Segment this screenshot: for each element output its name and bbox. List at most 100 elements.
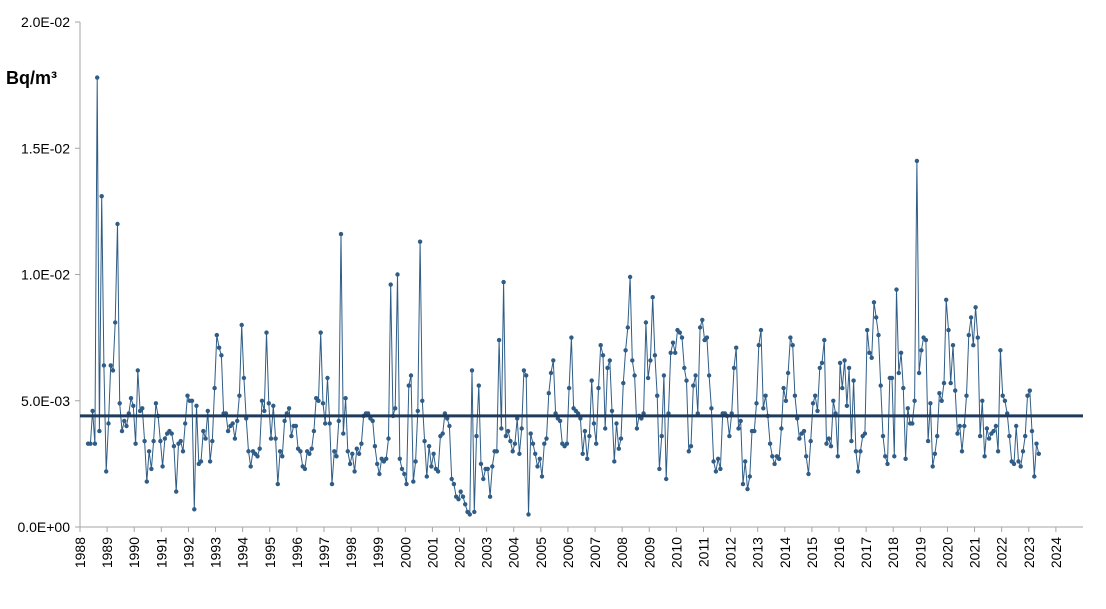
data-point	[122, 418, 127, 424]
data-point	[207, 459, 213, 464]
data-point	[634, 426, 640, 431]
data-point	[564, 441, 570, 446]
data-point	[618, 436, 624, 441]
data-point	[589, 378, 594, 383]
data-point	[1025, 393, 1030, 398]
y-axis: 0.0E+00 5.0E-03 1.0E-02 1.5E-02 2.0E-02	[17, 14, 80, 535]
data-point	[1032, 474, 1037, 479]
data-point	[286, 406, 292, 411]
data-point	[327, 421, 332, 426]
series-points	[85, 75, 1042, 517]
series-line	[88, 77, 1040, 516]
data-point	[411, 479, 416, 484]
data-point	[971, 343, 976, 348]
data-point	[332, 449, 337, 454]
data-point	[1036, 451, 1042, 456]
data-point	[289, 433, 294, 439]
data-point	[528, 431, 533, 436]
data-point	[230, 421, 235, 426]
x-tick-label: 2018	[885, 537, 901, 568]
data-point	[429, 464, 434, 469]
data-point	[370, 418, 375, 424]
data-point	[770, 454, 775, 459]
data-point	[993, 423, 999, 429]
data-point	[797, 436, 802, 441]
data-point	[146, 449, 152, 454]
data-point	[151, 438, 156, 444]
data-point	[688, 444, 694, 449]
data-point	[715, 456, 721, 461]
data-point	[682, 365, 687, 371]
data-point	[128, 396, 134, 401]
data-point	[88, 441, 93, 446]
data-point	[980, 398, 985, 403]
data-point	[767, 441, 773, 446]
data-point	[203, 436, 208, 441]
data-point	[542, 441, 547, 446]
data-point	[399, 466, 405, 472]
data-point	[946, 327, 951, 333]
data-point	[1016, 459, 1021, 464]
data-point	[275, 481, 280, 487]
x-tick-label: 1996	[289, 537, 305, 568]
x-tick-label: 1997	[316, 537, 332, 568]
data-point	[142, 438, 147, 444]
data-point	[248, 464, 253, 469]
data-point	[776, 456, 782, 461]
data-point	[813, 393, 818, 398]
data-point	[865, 327, 870, 333]
x-tick-label: 1999	[370, 537, 386, 568]
data-point	[975, 335, 980, 340]
data-point	[393, 406, 398, 411]
data-point	[212, 385, 217, 391]
data-point	[959, 449, 965, 454]
data-point	[903, 456, 908, 461]
data-point	[801, 428, 807, 434]
data-point	[478, 461, 484, 467]
data-point	[334, 454, 339, 459]
data-point	[788, 335, 793, 340]
data-point	[408, 373, 414, 378]
data-point	[402, 471, 407, 477]
data-point	[840, 385, 845, 391]
data-point	[384, 456, 389, 461]
data-point	[684, 378, 689, 383]
data-point	[307, 451, 312, 456]
data-point	[557, 418, 563, 424]
data-point	[237, 393, 242, 398]
data-point	[837, 360, 843, 366]
data-point	[162, 436, 168, 441]
data-point	[521, 368, 527, 373]
data-point	[219, 353, 224, 358]
x-tick-label: 2001	[424, 537, 440, 568]
data-point	[101, 363, 107, 368]
data-point	[323, 421, 328, 426]
data-point	[395, 272, 400, 277]
x-tick-label: 2002	[452, 537, 468, 568]
data-point	[352, 469, 357, 474]
data-point	[510, 449, 515, 454]
data-point	[225, 428, 231, 434]
data-point	[533, 451, 538, 456]
x-tick-label: 1994	[235, 537, 251, 568]
data-point	[185, 393, 190, 398]
data-point	[991, 428, 996, 434]
data-point	[350, 451, 355, 456]
data-point	[930, 464, 935, 469]
data-point	[476, 383, 481, 388]
x-tick-label: 2020	[939, 537, 955, 568]
data-point	[806, 471, 811, 477]
data-point	[781, 385, 786, 391]
data-point	[426, 444, 432, 449]
data-point	[119, 428, 125, 434]
data-point	[198, 459, 204, 464]
x-tick-label: 2021	[967, 537, 983, 568]
data-point	[731, 365, 737, 371]
data-point	[232, 436, 238, 441]
data-point	[727, 433, 732, 439]
data-point	[677, 330, 682, 335]
data-point	[747, 474, 752, 479]
data-point	[939, 398, 944, 403]
data-point	[490, 464, 495, 469]
data-point	[923, 337, 929, 343]
